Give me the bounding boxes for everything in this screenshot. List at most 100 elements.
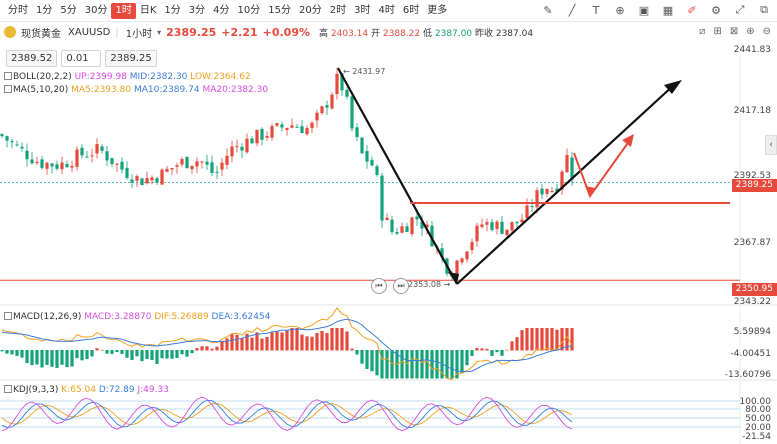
candle-body xyxy=(95,144,99,154)
image-icon[interactable]: ▣ xyxy=(638,3,650,17)
macd-bar xyxy=(40,350,44,368)
price-line-tag: 2350.95 xyxy=(731,283,777,296)
timeframe-tab[interactable]: 1分 xyxy=(164,4,181,16)
timeframe-tab[interactable]: 5分 xyxy=(60,4,77,16)
zoom-out-icon[interactable]: ⊖ xyxy=(762,26,771,37)
macd-bar xyxy=(165,350,169,359)
macd-bar xyxy=(325,332,329,351)
indicator-icon[interactable]: ⧄ xyxy=(699,26,706,37)
period-select[interactable]: 1小时 xyxy=(125,28,153,40)
toggle-icon[interactable] xyxy=(4,385,12,393)
timeframe-tab[interactable]: 30分 xyxy=(84,4,108,16)
timeframe-tab[interactable]: 3分 xyxy=(188,4,206,16)
macd-axis-label: -13.60796 xyxy=(724,370,771,380)
timeframe-tab[interactable]: 6时 xyxy=(402,4,420,16)
grid-icon[interactable]: ⊠ xyxy=(729,26,739,37)
chevron-down-icon[interactable]: ▾ xyxy=(157,27,162,37)
candle-body xyxy=(265,136,269,138)
timeframe-tab[interactable]: 3时 xyxy=(354,4,371,16)
timeframe-tab[interactable]: 4分 xyxy=(213,4,230,16)
candle-body xyxy=(100,146,104,151)
macd-axis-label: -4.00451 xyxy=(730,349,771,359)
candle-body xyxy=(180,158,184,165)
candle-body xyxy=(270,126,274,138)
candle-body xyxy=(245,138,249,153)
ohlc-readout: 高 2403.14 开 2388.22 低 2387.00 昨收 2387.04 xyxy=(319,28,534,39)
bid-box[interactable]: 2389.52 xyxy=(6,50,58,67)
macd-bar xyxy=(195,348,199,351)
macd-bar xyxy=(80,350,84,361)
layout-icon[interactable]: ▦ xyxy=(662,3,674,17)
timeframe-tab[interactable]: 1分 xyxy=(36,4,53,16)
macd-bar xyxy=(520,330,524,351)
scroll-right-button[interactable]: ⏭ xyxy=(393,278,409,294)
timeframe-tab[interactable]: 日K xyxy=(139,4,157,16)
pencil-icon[interactable]: ✎ xyxy=(543,3,553,17)
candle-body xyxy=(15,144,19,146)
line-icon[interactable]: ╱ xyxy=(568,3,576,17)
current-price: 2389.25 xyxy=(166,25,217,39)
macd-bar xyxy=(335,328,339,351)
price-axis-label: 2343.22 xyxy=(733,297,771,307)
price-axis-label: 2392.53 xyxy=(733,171,771,181)
candle-body xyxy=(55,164,59,169)
lot-input[interactable]: 0.01 xyxy=(61,50,102,67)
macd-bar xyxy=(75,350,79,359)
collapse-panel-button[interactable]: ‹ xyxy=(765,135,777,155)
toggle-icon[interactable] xyxy=(4,72,12,80)
candle-body xyxy=(255,129,259,144)
timeframe-tab[interactable]: 4时 xyxy=(378,4,395,16)
candle-body xyxy=(340,73,344,91)
macd-bar xyxy=(485,348,489,351)
symbol-name[interactable]: 现货黄金 xyxy=(21,28,61,40)
candle-body xyxy=(50,163,54,167)
macd-bar xyxy=(420,350,424,379)
macd-bar xyxy=(145,350,149,359)
timeframe-tab[interactable]: 分时 xyxy=(8,4,28,16)
candle-body xyxy=(410,217,414,235)
low-marker-label: 2353.08 → xyxy=(408,280,451,289)
edit-icon[interactable]: ✐ xyxy=(687,3,697,17)
toggle-icon[interactable] xyxy=(4,85,12,93)
candle-body xyxy=(355,127,359,138)
screenshot-icon[interactable]: ⧉ xyxy=(760,3,768,16)
scroll-left-button[interactable]: ⏮ xyxy=(371,278,387,294)
fullscreen-icon[interactable]: ⤢ xyxy=(735,3,745,16)
candle-body xyxy=(470,242,474,250)
macd-bar xyxy=(380,350,384,379)
candle-body xyxy=(390,219,394,233)
candle-body xyxy=(385,217,389,220)
timeframe-tab[interactable]: 20分 xyxy=(299,4,322,16)
candle-body xyxy=(45,162,49,169)
settings-icon[interactable]: ⚙ xyxy=(711,3,721,17)
drawing-tools: ✎ ╱ T ⊕ ▣ ▦ ✐ ⚙ ⤢ ⧉ xyxy=(541,3,771,17)
candle-body xyxy=(350,96,354,129)
price-change-pct: +0.09% xyxy=(262,25,311,39)
timeframe-tab[interactable]: 1时 xyxy=(111,2,136,19)
candle-body xyxy=(5,136,9,141)
crosshair-icon[interactable]: ⊕ xyxy=(615,3,625,17)
plus-icon[interactable]: ⊞ xyxy=(713,26,722,37)
ask-box[interactable]: 2389.25 xyxy=(105,50,157,67)
candle-body xyxy=(305,128,309,135)
candle-body xyxy=(495,221,499,229)
timeframe-tab[interactable]: 15分 xyxy=(268,4,292,16)
candle-body xyxy=(550,190,554,192)
macd-bar xyxy=(225,338,229,351)
timeframe-toolbar: 分时 1分 5分 30分 1时 日K 1分 3分 4分 10分 15分 20分 2时 3时 4时 6时 更多 xyxy=(0,0,777,22)
price-axis-label: 2441.83 xyxy=(733,45,771,55)
macd-bar xyxy=(15,350,19,356)
macd-bar xyxy=(410,350,414,379)
toggle-icon[interactable] xyxy=(4,312,12,320)
candle-body xyxy=(65,163,69,168)
zoom-in-icon[interactable]: ⊕ xyxy=(746,26,755,37)
text-icon[interactable]: T xyxy=(592,3,600,17)
macd-bar xyxy=(45,350,49,365)
macd-bar xyxy=(510,341,514,351)
kdj-axis-label: 80.00 xyxy=(745,405,771,415)
timeframe-tab[interactable]: 更多 xyxy=(427,4,448,16)
candle-body xyxy=(285,127,289,130)
timeframe-tab[interactable]: 10分 xyxy=(237,4,261,16)
timeframe-tab[interactable]: 2时 xyxy=(329,4,347,16)
